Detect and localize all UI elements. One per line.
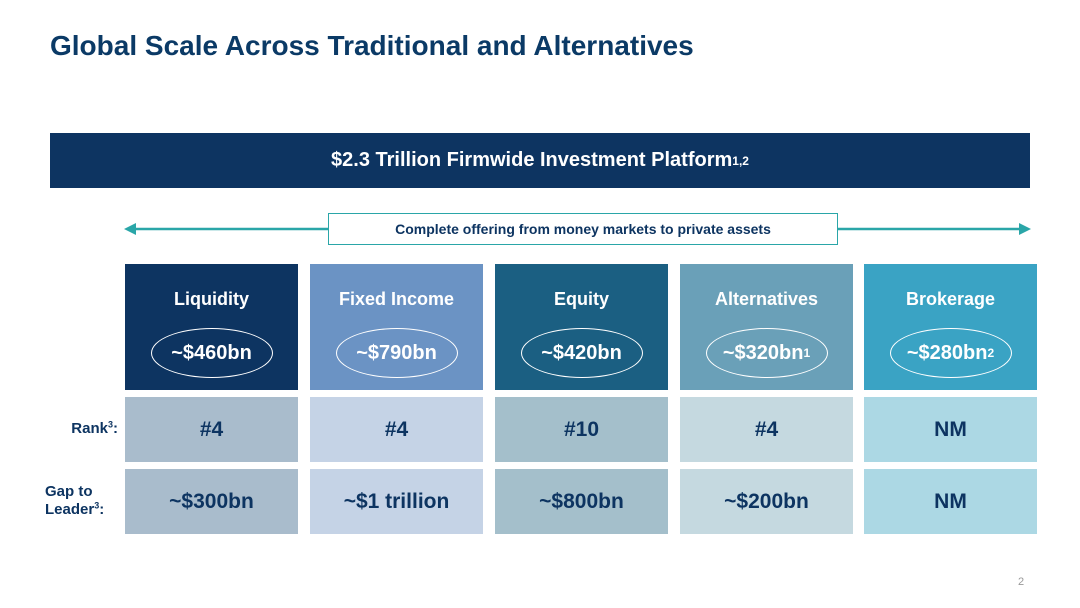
row-label-line: Gap to xyxy=(45,483,125,501)
arrow-head-right xyxy=(1019,223,1031,235)
row-label-colon: : xyxy=(99,501,105,518)
segment-gap: NM xyxy=(864,469,1037,534)
segment-header: Fixed Income ~$790bn xyxy=(310,264,483,390)
segment-rank: #4 xyxy=(680,397,853,462)
row-label-text: Leader xyxy=(45,501,95,518)
banner-text: $2.3 Trillion Firmwide Investment Platfo… xyxy=(331,149,733,171)
segment-gap: ~$1 trillion xyxy=(310,469,483,534)
row-label-colon: : xyxy=(113,420,118,437)
segment-rank: #10 xyxy=(495,397,668,462)
segment-rank: #4 xyxy=(125,397,298,462)
row-label-line: Leader3: xyxy=(45,501,125,519)
segment-name: Liquidity xyxy=(174,289,249,309)
segment-aum: ~$420bn xyxy=(520,328,643,378)
row-label-text: Gap to xyxy=(45,483,93,500)
segment-name: Equity xyxy=(553,289,609,309)
row-label: Gap to Leader3: xyxy=(45,483,125,519)
segment-header: Brokerage ~$280bn 2 xyxy=(864,264,1037,390)
segment-rank: #4 xyxy=(310,397,483,462)
segment-gap: ~$800bn xyxy=(495,469,668,534)
row-label-footnote: 3 xyxy=(94,500,100,511)
aum-value: ~$420bn xyxy=(541,341,622,364)
segment-name: Alternatives xyxy=(714,289,819,309)
segment-gap: ~$300bn xyxy=(125,469,298,534)
segment-aum: ~$320bn 1 xyxy=(705,328,828,378)
segment-name: Brokerage xyxy=(905,289,996,309)
segment-aum: ~$460bn xyxy=(150,328,273,378)
title: Global Scale Across Traditional and Alte… xyxy=(50,30,694,61)
page-number: 2 xyxy=(1018,576,1025,588)
aum-value: ~$790bn xyxy=(356,341,437,364)
banner: $2.3 Trillion Firmwide Investment Platfo… xyxy=(50,133,1030,188)
segment-name: Fixed Income xyxy=(338,289,455,309)
segment-gap: ~$200bn xyxy=(680,469,853,534)
segment-header: Alternatives ~$320bn 1 xyxy=(680,264,853,390)
row-label-footnote: 3 xyxy=(107,419,113,430)
segment-header: Equity ~$420bn xyxy=(495,264,668,390)
aum-value: ~$460bn xyxy=(171,341,252,364)
arrow-head-left xyxy=(124,223,136,235)
aum-value: ~$320bn xyxy=(722,341,804,364)
aum-value: ~$280bn xyxy=(906,341,988,364)
segment-aum: ~$280bn 2 xyxy=(889,328,1012,378)
offering-label: Complete offering from money markets to … xyxy=(328,213,838,245)
row-label-text: Rank xyxy=(71,420,108,437)
segment-aum: ~$790bn xyxy=(335,328,458,378)
row-label-line: Rank3: xyxy=(8,420,118,438)
row-label: Rank3: xyxy=(8,420,118,438)
segment-header: Liquidity ~$460bn xyxy=(125,264,298,390)
segment-rank: NM xyxy=(864,397,1037,462)
